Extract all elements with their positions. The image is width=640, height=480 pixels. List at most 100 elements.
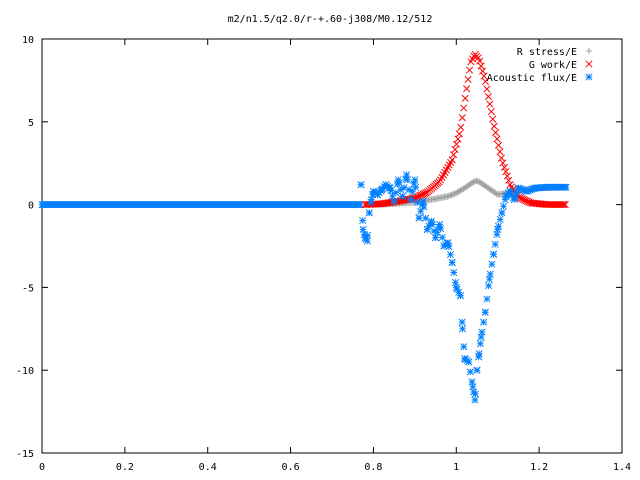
data-point (454, 135, 462, 143)
data-point (400, 184, 408, 192)
data-point (415, 214, 423, 222)
data-point (561, 183, 569, 191)
legend-label: R stress/E (517, 47, 577, 58)
data-point (475, 353, 483, 361)
legend-label: Acoustic flux/E (487, 73, 577, 84)
data-point (468, 179, 476, 187)
data-point (476, 57, 484, 65)
data-point (492, 129, 500, 137)
data-point (458, 318, 466, 326)
data-point (452, 140, 461, 148)
series-1 (361, 50, 569, 209)
data-point (490, 122, 498, 130)
data-point (451, 145, 459, 154)
data-point (499, 159, 507, 167)
data-point (561, 201, 569, 209)
data-point (468, 378, 476, 386)
series-2 (357, 171, 570, 404)
data-point (451, 190, 458, 197)
data-point (397, 197, 405, 205)
y-tick-label: 0 (28, 201, 34, 212)
data-point (493, 135, 501, 143)
data-point (483, 85, 491, 93)
data-point (420, 203, 428, 211)
x-tick-label: 0.4 (199, 462, 217, 473)
data-point (499, 202, 508, 210)
data-point (367, 198, 375, 206)
chart-title: m2/n1.5/q2.0/r-+.60-j308/M0.12/512 (228, 14, 433, 25)
y-tick-label: -5 (22, 283, 34, 294)
legend-marker-0 (585, 47, 593, 55)
legend-marker-1 (585, 60, 593, 68)
data-point (476, 340, 484, 348)
x-tick-label: 1.2 (530, 462, 548, 473)
data-point (491, 240, 499, 248)
data-point (448, 259, 456, 267)
data-point (463, 85, 471, 93)
data-point (390, 197, 398, 205)
data-point (408, 188, 416, 196)
data-point (436, 220, 444, 229)
data-point (451, 278, 460, 286)
data-point (448, 191, 455, 199)
data-point (412, 183, 420, 191)
data-point (445, 192, 453, 200)
data-point (480, 318, 488, 326)
x-tick-label: 0 (39, 462, 45, 473)
data-point (407, 196, 415, 204)
data-point (398, 192, 406, 200)
data-point (450, 151, 458, 159)
data-point (365, 209, 373, 217)
data-point (461, 94, 469, 102)
x-tick-label: 0.6 (282, 462, 300, 473)
data-point (488, 260, 496, 268)
data-point (445, 243, 453, 251)
y-tick-label: -15 (16, 449, 34, 460)
data-point (494, 141, 503, 149)
x-tick-label: 1 (453, 462, 459, 473)
data-point (446, 251, 455, 259)
data-point (478, 328, 486, 336)
data-point (560, 201, 568, 209)
x-tick-label: 0.2 (116, 462, 134, 473)
data-point (428, 220, 436, 229)
data-point (493, 230, 501, 238)
data-point (447, 192, 454, 199)
data-point (466, 368, 474, 376)
data-point (470, 178, 477, 186)
data-point (458, 114, 466, 122)
data-point (496, 215, 504, 224)
data-point (497, 154, 505, 162)
data-point (511, 193, 519, 201)
data-point (432, 234, 440, 242)
legend: R stress/E G work/E Acoustic flux/E (487, 47, 593, 84)
data-point (494, 222, 503, 230)
data-point (465, 66, 474, 74)
x-tick-label: 0.8 (364, 462, 382, 473)
data-point (449, 191, 457, 198)
y-tick-label: 5 (28, 118, 34, 129)
data-point (465, 358, 473, 366)
data-point (473, 366, 481, 374)
data-point (457, 123, 465, 131)
data-point (464, 75, 472, 83)
data-point (490, 250, 498, 258)
data-point (460, 343, 468, 351)
data-point (505, 176, 513, 184)
data-point (480, 72, 488, 80)
y-tick-label: 10 (22, 35, 34, 46)
data-point (481, 77, 490, 86)
data-point (359, 216, 367, 225)
data-point (483, 295, 491, 303)
data-point (455, 130, 463, 138)
data-point (456, 292, 464, 300)
legend-label: G work/E (529, 60, 577, 71)
data-point (486, 270, 494, 278)
data-point (503, 172, 511, 180)
y-tick-label: -10 (16, 366, 34, 377)
data-point (403, 176, 411, 184)
legend-marker-2 (585, 73, 593, 81)
data-point (450, 268, 458, 277)
